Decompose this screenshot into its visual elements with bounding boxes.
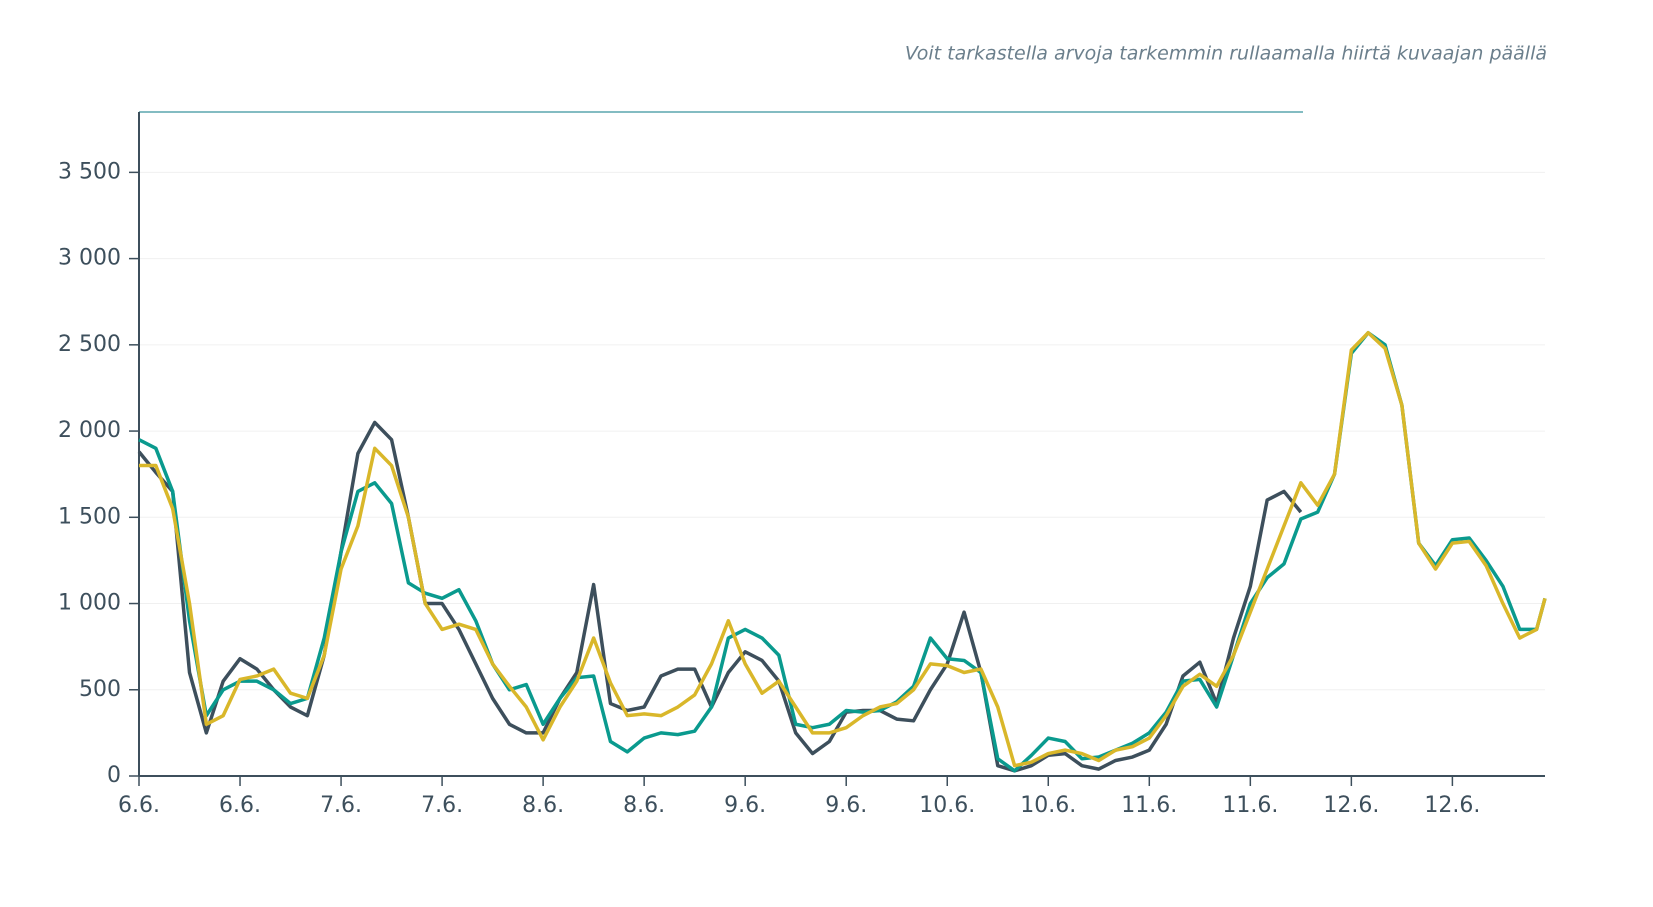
x-tick-label: 11.6.	[1222, 793, 1278, 818]
x-tick-label: 12.6.	[1323, 793, 1379, 818]
y-tick-label: 0	[107, 763, 121, 788]
x-tick-label: 6.6.	[219, 793, 261, 818]
series-line	[137, 420, 1303, 773]
series-line	[138, 331, 1547, 773]
x-tick-label: 7.6.	[320, 793, 362, 818]
y-tick-label: 1 000	[58, 591, 121, 616]
y-tick-label: 500	[79, 677, 121, 702]
y-tick-label: 3 500	[58, 159, 121, 184]
x-tick-label: 12.6.	[1424, 793, 1480, 818]
y-tick-label: 2 000	[58, 418, 121, 443]
x-tick-label: 8.6.	[522, 793, 564, 818]
subtitle: Voit tarkastella arvoja tarkemmin rullaa…	[905, 43, 1547, 65]
x-tick-label: 11.6.	[1121, 793, 1177, 818]
x-tick-label: 6.6.	[118, 793, 160, 818]
x-tick-label: 10.6.	[919, 793, 975, 818]
x-tick-label: 7.6.	[421, 793, 463, 818]
series-line	[139, 331, 1547, 768]
x-tick-label: 8.6.	[623, 793, 665, 818]
y-tick-label: 3 000	[58, 246, 121, 271]
x-tick-label: 10.6.	[1020, 793, 1076, 818]
x-tick-label: 9.6.	[825, 793, 867, 818]
y-tick-label: 2 500	[58, 332, 121, 357]
x-tick-label: 9.6.	[724, 793, 766, 818]
y-tick-label: 1 500	[58, 504, 121, 529]
